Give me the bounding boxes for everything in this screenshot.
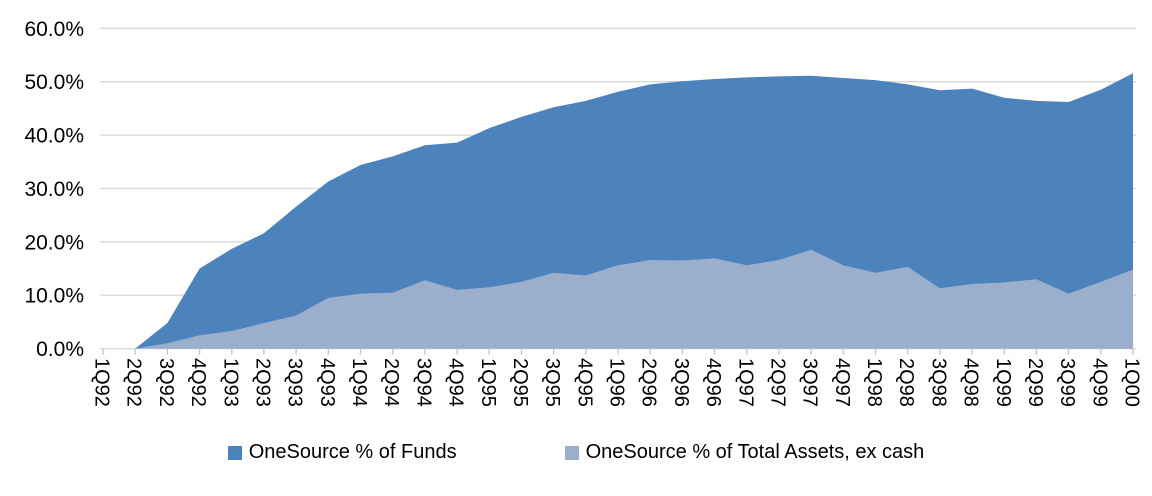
x-axis-label: 2Q92 bbox=[123, 358, 145, 407]
x-axis-label: 3Q99 bbox=[1056, 358, 1078, 407]
x-axis-label: 4Q93 bbox=[316, 358, 338, 407]
legend-swatch-assets-icon bbox=[564, 445, 579, 460]
x-axis-label: 4Q98 bbox=[960, 358, 982, 407]
legend-item-funds: OneSource % of Funds bbox=[227, 441, 457, 464]
x-axis-label: 4Q97 bbox=[831, 358, 853, 407]
x-axis-label: 3Q96 bbox=[670, 358, 692, 407]
y-axis-label: 0.0% bbox=[36, 338, 84, 361]
legend-label-funds: OneSource % of Funds bbox=[248, 441, 457, 463]
x-axis-label: 4Q96 bbox=[702, 358, 724, 407]
y-axis-label: 40.0% bbox=[24, 125, 84, 148]
x-axis-label: 1Q93 bbox=[219, 358, 241, 407]
x-axis-label: 4Q94 bbox=[445, 358, 467, 407]
x-axis-label: 4Q92 bbox=[187, 358, 209, 407]
x-axis-label: 3Q95 bbox=[541, 358, 563, 407]
y-axis-label: 20.0% bbox=[24, 231, 84, 254]
chart-legend: OneSource % of Funds OneSource % of Tota… bbox=[0, 441, 1152, 464]
legend-item-assets: OneSource % of Total Assets, ex cash bbox=[564, 441, 925, 464]
x-axis-label: 1Q92 bbox=[91, 358, 113, 407]
x-axis-label: 1Q99 bbox=[992, 358, 1014, 407]
x-axis-label: 2Q95 bbox=[509, 358, 531, 407]
x-axis-label: 3Q98 bbox=[927, 358, 949, 407]
x-axis-label: 1Q00 bbox=[1121, 358, 1143, 407]
x-axis-label: 3Q94 bbox=[412, 358, 434, 407]
x-axis-label: 4Q95 bbox=[573, 358, 595, 407]
x-axis-label: 3Q93 bbox=[284, 358, 306, 407]
x-axis-label: 2Q99 bbox=[1024, 358, 1046, 407]
x-axis-label: 2Q96 bbox=[638, 358, 660, 407]
x-axis-label: 3Q97 bbox=[799, 358, 821, 407]
x-axis-label: 1Q97 bbox=[734, 358, 756, 407]
x-axis-label: 2Q97 bbox=[766, 358, 788, 407]
area-series-1 bbox=[103, 249, 1133, 349]
legend-label-assets: OneSource % of Total Assets, ex cash bbox=[585, 441, 925, 463]
x-axis-label: 1Q96 bbox=[606, 358, 628, 407]
x-axis-label: 1Q98 bbox=[863, 358, 885, 407]
x-axis-label: 1Q94 bbox=[348, 358, 370, 407]
x-axis-label: 2Q93 bbox=[251, 358, 273, 407]
x-axis-label: 2Q98 bbox=[895, 358, 917, 407]
y-axis-label: 30.0% bbox=[24, 178, 84, 201]
x-axis-label: 1Q95 bbox=[477, 358, 499, 407]
legend-swatch-funds-icon bbox=[227, 445, 242, 460]
y-axis-label: 10.0% bbox=[24, 285, 84, 308]
x-axis-label: 3Q92 bbox=[155, 358, 177, 407]
x-axis-label: 2Q94 bbox=[380, 358, 402, 407]
y-axis-label: 50.0% bbox=[24, 71, 84, 94]
x-axis-label: 4Q99 bbox=[1088, 358, 1110, 407]
y-axis-label: 60.0% bbox=[24, 18, 84, 41]
